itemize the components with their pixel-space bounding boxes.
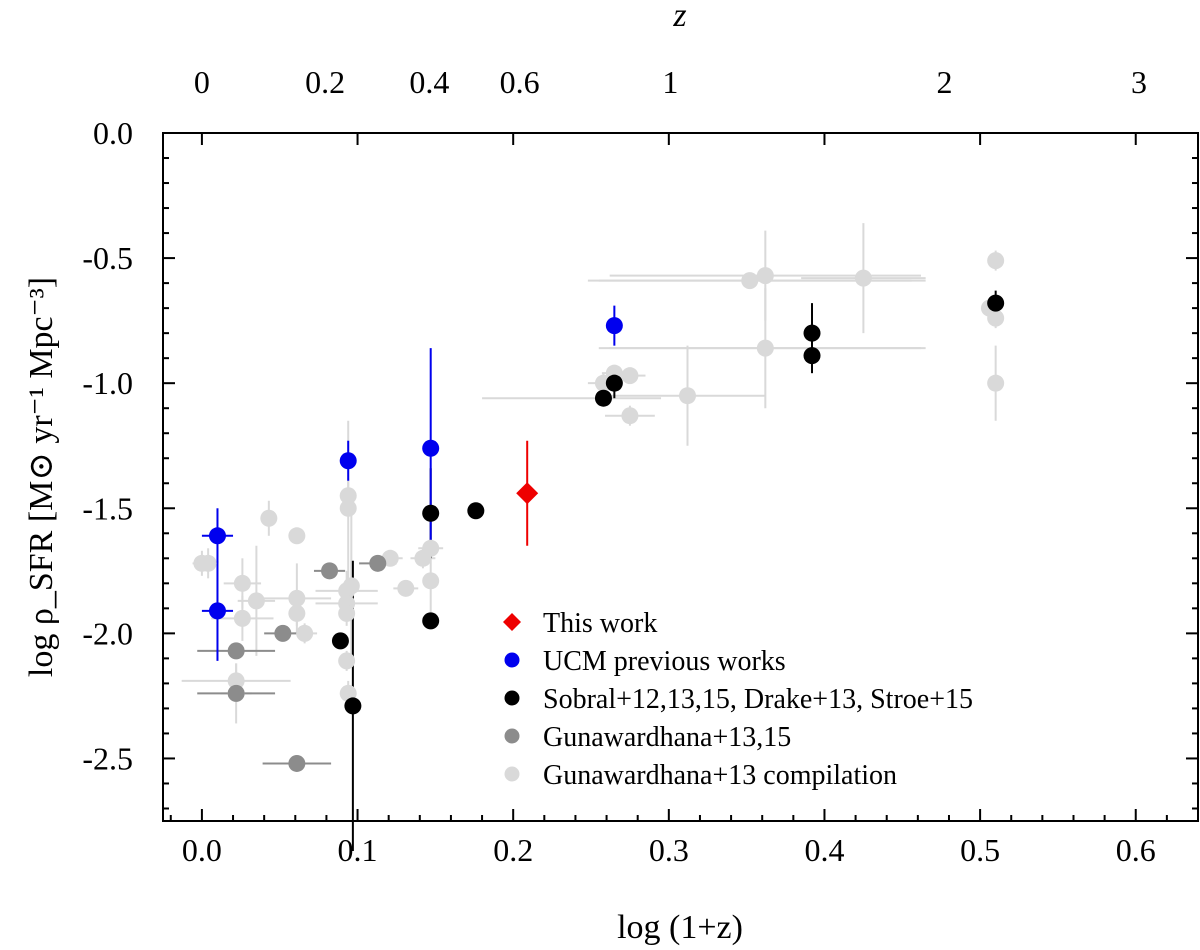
- y-tick-label: 0.0: [93, 115, 133, 151]
- data-point: [288, 589, 306, 607]
- x-tick-label: 0.1: [338, 832, 378, 868]
- data-point: [605, 374, 623, 392]
- top-tick-label: 0.6: [500, 64, 540, 100]
- data-point: [621, 407, 639, 425]
- data-point: [227, 672, 245, 690]
- x-tick-label: 0.0: [182, 832, 222, 868]
- legend-marker: [504, 728, 520, 744]
- y-axis-label: log ρ_SFR [M⊙ yr⁻¹ Mpc⁻³]: [23, 277, 60, 677]
- data-point: [422, 504, 440, 522]
- data-point: [741, 272, 759, 290]
- x-axis-label: log (1+z): [617, 909, 743, 946]
- x-tick-label: 0.2: [493, 832, 533, 868]
- y-tick-label: -1.5: [82, 490, 133, 526]
- data-point: [605, 317, 623, 335]
- data-point: [227, 684, 245, 702]
- data-point: [288, 754, 306, 772]
- x-tick-label: 0.6: [1116, 832, 1156, 868]
- data-point: [208, 602, 226, 620]
- legend-label: UCM previous works: [543, 646, 786, 677]
- top-tick-label: 0: [194, 64, 210, 100]
- data-point: [803, 347, 821, 365]
- top-tick-label: 2: [936, 64, 952, 100]
- top-axis-label: z: [672, 0, 686, 34]
- data-point: [756, 339, 774, 357]
- data-point: [227, 642, 245, 660]
- data-point: [594, 389, 612, 407]
- data-point: [342, 577, 360, 595]
- data-point: [422, 439, 440, 457]
- top-tick-label: 0.2: [305, 64, 345, 100]
- y-tick-label: -1.0: [82, 365, 133, 401]
- data-point: [422, 612, 440, 630]
- data-point-this-work: [516, 482, 539, 505]
- data-point: [208, 527, 226, 545]
- data-point: [987, 374, 1005, 392]
- data-point: [987, 252, 1005, 270]
- legend-marker: [504, 652, 520, 668]
- data-point: [621, 367, 639, 385]
- legend-marker: [504, 690, 520, 706]
- data-point: [339, 499, 357, 517]
- legend: This work UCM previous works Sobral+12,13,…: [503, 608, 973, 791]
- data-point: [247, 592, 265, 610]
- y-tick-label: -2.5: [82, 740, 133, 776]
- data-point: [339, 452, 357, 470]
- data-point: [288, 604, 306, 622]
- top-tick-label: 0.4: [409, 64, 449, 100]
- x-tick-label: 0.3: [649, 832, 689, 868]
- data-point: [199, 554, 217, 572]
- data-point: [756, 267, 774, 285]
- data-point: [321, 562, 339, 580]
- legend-label: Gunawardhana+13 compilation: [543, 760, 897, 791]
- data-point: [233, 574, 251, 592]
- data-point: [467, 502, 485, 520]
- data-point: [679, 387, 697, 405]
- data-point: [331, 632, 349, 650]
- data-point: [344, 697, 362, 715]
- data-point: [339, 487, 357, 505]
- top-tick-label: 1: [662, 64, 678, 100]
- data-point: [233, 609, 251, 627]
- x-tick-label: 0.4: [804, 832, 844, 868]
- y-tick-label: -0.5: [82, 240, 133, 276]
- data-point: [369, 554, 387, 572]
- y-axis: 0.0 -0.5 -1.0 -1.5 -2.0 -2.5: [82, 115, 1198, 810]
- legend-label: This work: [543, 608, 657, 639]
- data-point: [338, 604, 356, 622]
- data-point: [987, 294, 1005, 312]
- top-tick-label: 3: [1131, 64, 1147, 100]
- top-axis: 0 0.2 0.4 0.6 1 2 3: [194, 64, 1147, 100]
- data-point: [422, 572, 440, 590]
- legend-label: Gunawardhana+13,15: [543, 722, 791, 753]
- y-tick-label: -2.0: [82, 615, 133, 651]
- data-point: [854, 269, 872, 287]
- data-point: [288, 527, 306, 545]
- legend-marker: [504, 766, 520, 782]
- data-point: [296, 624, 314, 642]
- markers-layer: [193, 252, 1005, 772]
- data-point: [803, 324, 821, 342]
- data-point: [274, 624, 292, 642]
- data-point: [338, 652, 356, 670]
- data-point: [260, 509, 278, 527]
- x-axis: 0.0 0.1 0.2 0.3 0.4 0.5 0.6: [169, 133, 1168, 868]
- legend-label: Sobral+12,13,15, Drake+13, Stroe+15: [543, 684, 973, 715]
- legend-marker-this-work: [503, 613, 521, 631]
- data-point: [422, 539, 440, 557]
- data-point: [397, 579, 415, 597]
- x-tick-label: 0.5: [960, 832, 1000, 868]
- plot-frame: [162, 132, 1199, 822]
- data-point: [987, 309, 1005, 327]
